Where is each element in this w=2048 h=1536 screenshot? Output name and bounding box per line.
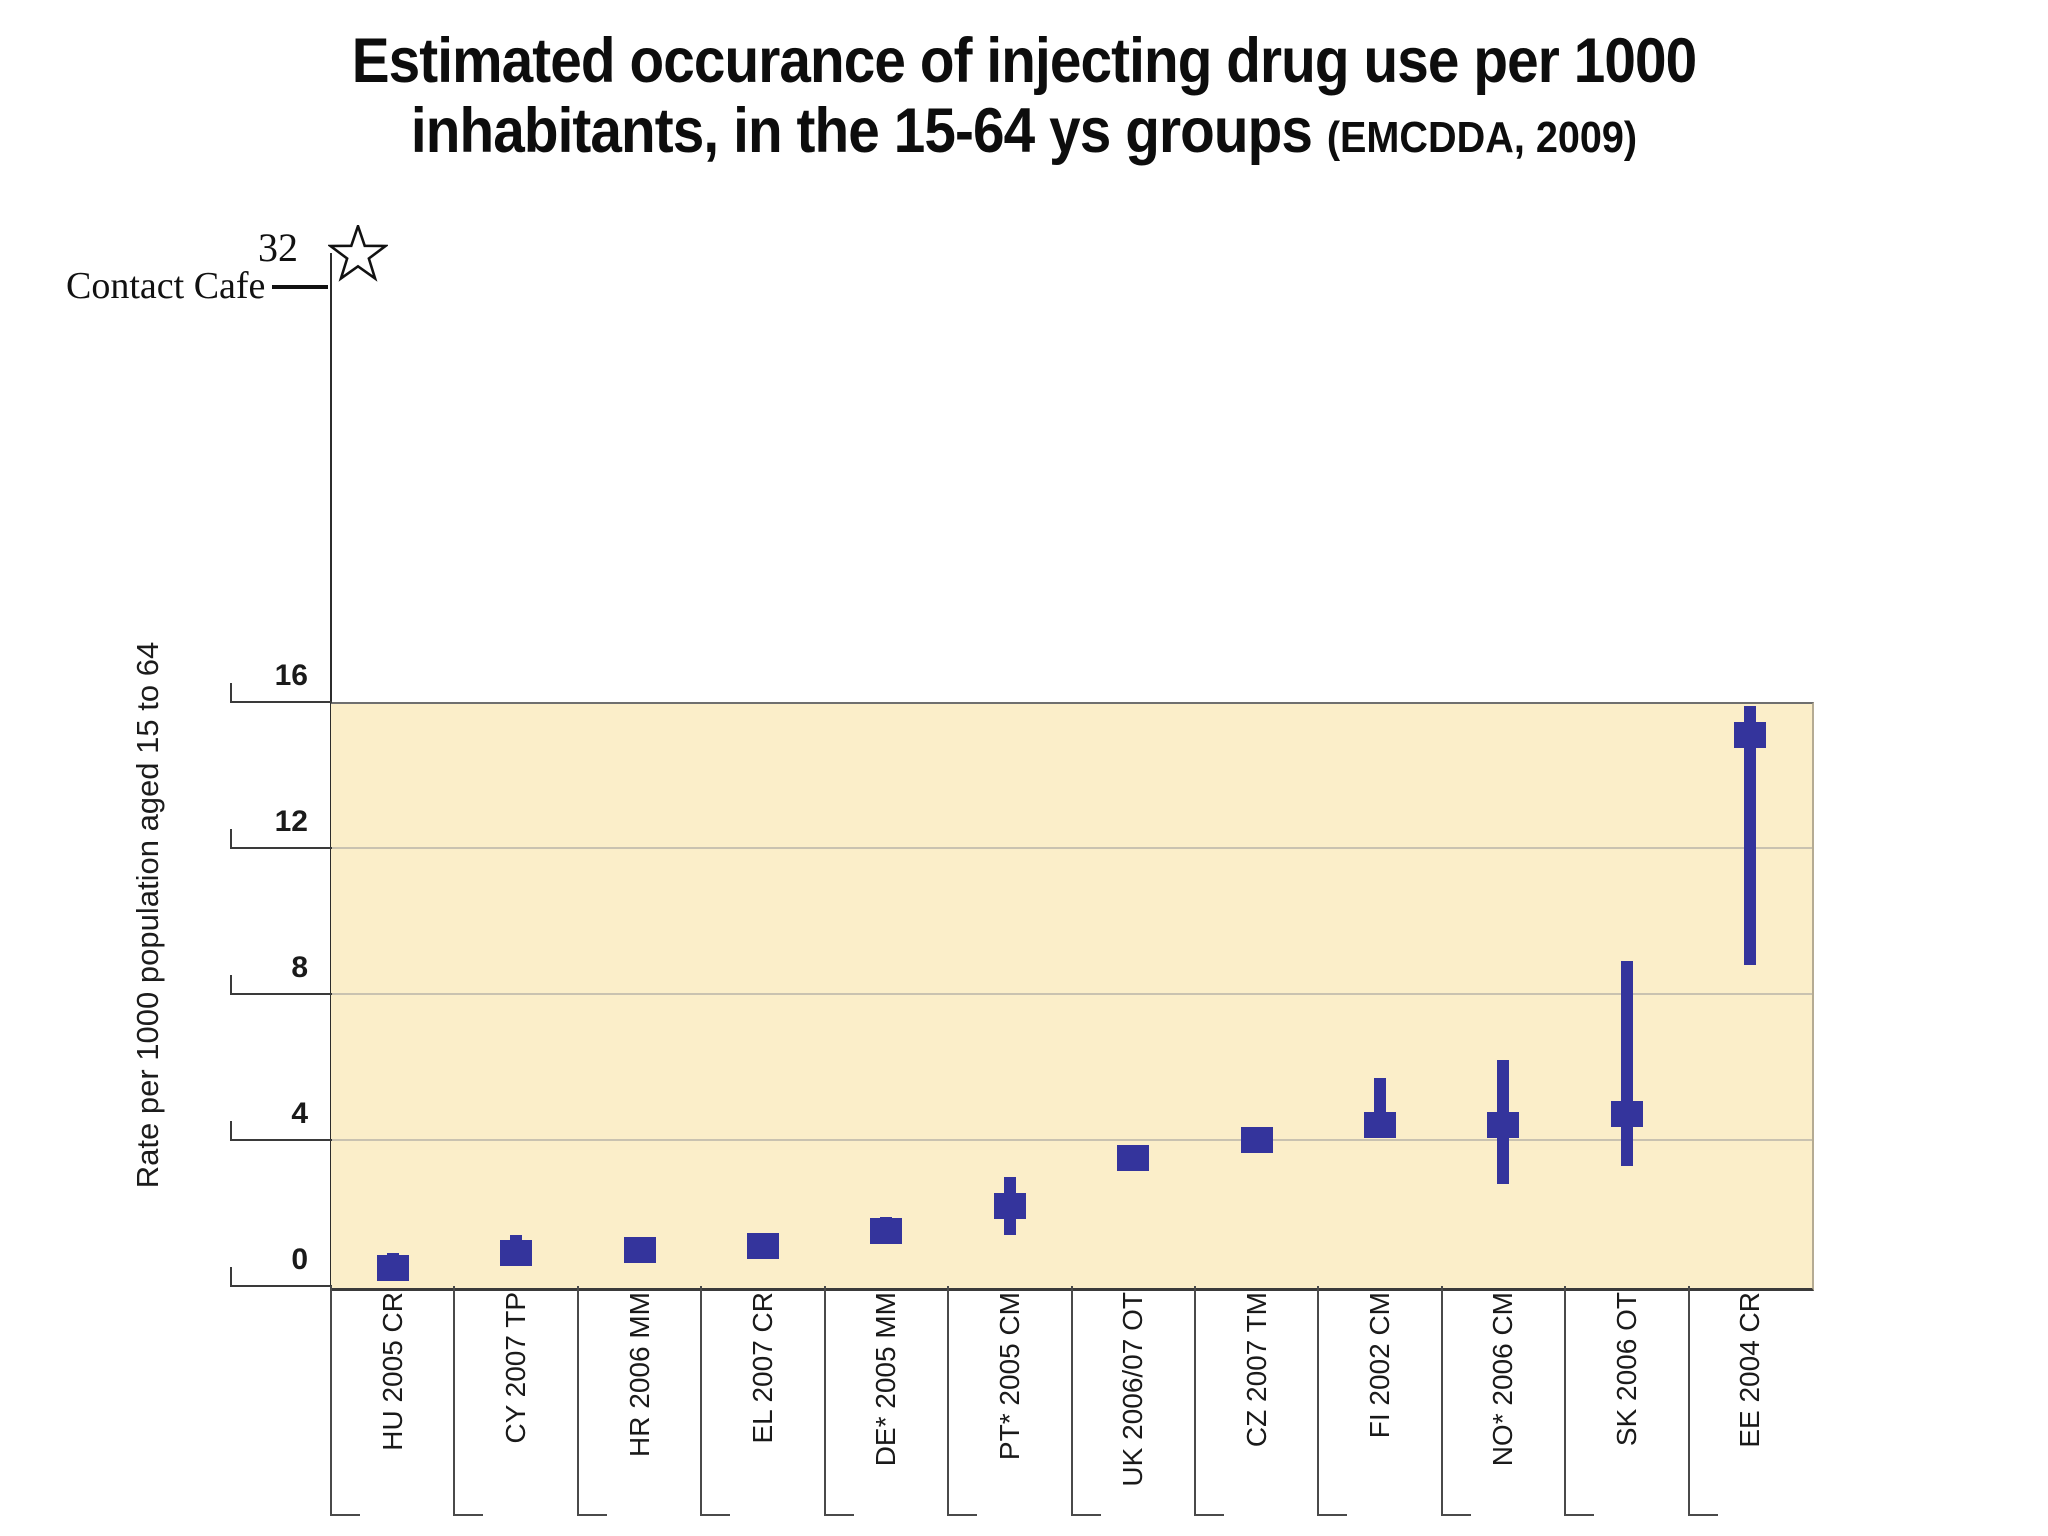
x-axis-label-10: SK 2006 OT [1610, 1292, 1642, 1447]
x-axis-label-3: EL 2007 CR [746, 1292, 778, 1444]
range-bar-EE 2004 CR [1744, 705, 1757, 965]
point-marker-SK 2006 OT [1610, 1101, 1643, 1128]
point-marker-PT* 2005 CM [993, 1192, 1026, 1219]
x-axis-label-6: UK 2006/07 OT [1117, 1292, 1149, 1487]
x-divider-foot-10 [1564, 1514, 1595, 1516]
x-divider-3 [700, 1286, 703, 1516]
point-marker-CZ 2007 TM [1240, 1127, 1273, 1153]
y-tick-label-0: 0 [291, 1243, 308, 1276]
point-marker-DE* 2005 MM [870, 1218, 903, 1245]
y-axis-title: Rate per 1000 population aged 15 to 64 [130, 641, 165, 1189]
y-tick-stub-12 [230, 829, 232, 847]
range-bar-SK 2006 OT [1620, 961, 1633, 1166]
x-divider-5 [947, 1286, 950, 1516]
chart-title-line1: Estimated occurance of injecting drug us… [351, 26, 1697, 96]
gridline-4 [331, 1139, 1812, 1141]
x-axis-label-9: NO* 2006 CM [1487, 1292, 1519, 1467]
x-divider-foot-2 [576, 1514, 607, 1516]
point-marker-EE 2004 CR [1734, 721, 1767, 748]
x-divider-foot-4 [823, 1514, 854, 1516]
x-axis-label-0: HU 2005 CR [376, 1292, 408, 1451]
x-axis-label-1: CY 2007 TP [500, 1292, 532, 1444]
y-tick-stub-8 [230, 975, 232, 993]
point-marker-EL 2007 CR [746, 1232, 779, 1259]
x-divider-foot-3 [700, 1514, 731, 1516]
plot-area [331, 702, 1814, 1291]
y-tick-line-8 [230, 993, 332, 995]
point-marker-CY 2007 TP [500, 1240, 533, 1267]
y-tick-label-12: 12 [274, 805, 308, 838]
star-icon [328, 225, 388, 282]
y-tick-label-4: 4 [291, 1097, 308, 1130]
x-divider-7 [1193, 1286, 1196, 1516]
y-tick-label-8: 8 [291, 951, 308, 984]
x-divider-foot-7 [1193, 1514, 1224, 1516]
gridline-8 [331, 993, 1812, 995]
point-marker-UK 2006/07 OT [1117, 1145, 1150, 1172]
y-tick-stub-4 [230, 1121, 232, 1139]
chart-title-line2: inhabitants, in the 15-64 ys groups (EMC… [102, 96, 1945, 173]
x-divider-foot-9 [1440, 1514, 1471, 1516]
point-marker-HU 2005 CR [376, 1254, 409, 1281]
x-divider-9 [1440, 1286, 1443, 1516]
x-divider-2 [576, 1286, 579, 1516]
x-axis-label-7: CZ 2007 TM [1240, 1292, 1272, 1448]
chart-title-source: (EMCDDA, 2009) [1326, 113, 1638, 162]
y-tick-line-16 [230, 701, 332, 703]
x-divider-foot-8 [1317, 1514, 1348, 1516]
x-divider-1 [453, 1286, 456, 1516]
y-tick-stub-16 [230, 683, 232, 701]
y-tick-line-12 [230, 847, 332, 849]
annotation-label-contact-cafe: Contact Cafe [66, 265, 266, 307]
x-divider-foot-5 [947, 1514, 978, 1516]
y-tick-label-16: 16 [274, 659, 308, 692]
x-axis-label-11: EE 2004 CR [1734, 1292, 1766, 1448]
y-tick-line-0 [230, 1285, 332, 1287]
x-axis-label-8: FI 2002 CM [1364, 1292, 1396, 1439]
chart-title: Estimated occurance of injecting drug us… [102, 26, 1945, 173]
x-divider-6 [1070, 1286, 1073, 1516]
gridline-12 [331, 847, 1812, 849]
point-marker-FI 2002 CM [1364, 1112, 1397, 1139]
x-divider-8 [1317, 1286, 1320, 1516]
x-axis-label-5: PT* 2005 CM [993, 1292, 1025, 1461]
x-divider-foot-6 [1070, 1514, 1101, 1516]
x-divider-foot-0 [330, 1514, 360, 1516]
x-divider-10 [1564, 1286, 1567, 1516]
y-tick-stub-0 [230, 1267, 232, 1285]
annotation-value-32: 32 [258, 225, 298, 270]
point-marker-HR 2006 MM [623, 1236, 656, 1263]
y-tick-line-4 [230, 1139, 332, 1141]
x-divider-11 [1687, 1286, 1690, 1516]
x-divider-0 [330, 1286, 332, 1516]
chart-title-line2-text: inhabitants, in the 15-64 ys groups [410, 96, 1313, 166]
x-divider-foot-1 [453, 1514, 484, 1516]
x-axis-label-4: DE* 2005 MM [870, 1292, 902, 1467]
x-axis-label-2: HR 2006 MM [623, 1292, 655, 1457]
point-marker-NO* 2006 CM [1487, 1112, 1520, 1139]
annotation-connector-line [272, 285, 328, 289]
x-divider-foot-11 [1687, 1514, 1718, 1516]
x-divider-4 [823, 1286, 826, 1516]
